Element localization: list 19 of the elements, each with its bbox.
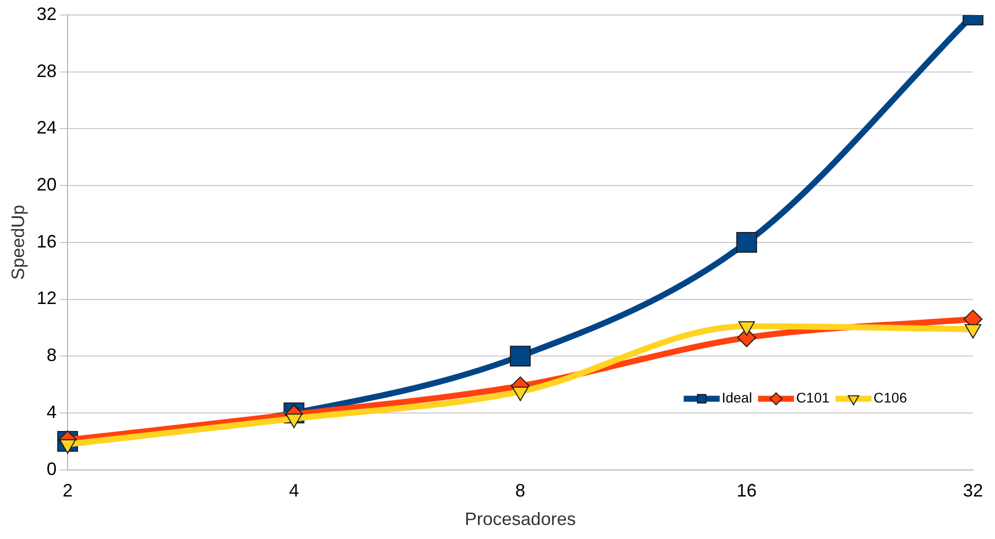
x-axis-title: Procesadores	[464, 509, 576, 530]
y-axis-title: SpeedUp	[8, 204, 28, 280]
y-tick-label: 8	[46, 345, 57, 366]
y-tick-label: 20	[36, 174, 57, 195]
y-tick-label: 32	[36, 4, 57, 24]
x-tick-label: 8	[515, 480, 526, 501]
y-tick-label: 4	[46, 402, 57, 422]
legend-label: C106	[874, 390, 908, 406]
legend-label: Ideal	[722, 390, 752, 406]
x-tick-label: 16	[736, 480, 757, 501]
y-tick-label: 16	[36, 231, 57, 252]
y-tick-label: 28	[36, 60, 57, 81]
y-tick-label: 24	[36, 118, 57, 138]
x-tick-label: 4	[288, 480, 299, 501]
legend-label: C101	[796, 390, 830, 406]
y-tick-label: 0	[46, 458, 57, 479]
y-tick-label: 12	[36, 288, 57, 308]
x-tick-label: 32	[962, 480, 984, 501]
x-tick-label: 2	[62, 480, 73, 501]
